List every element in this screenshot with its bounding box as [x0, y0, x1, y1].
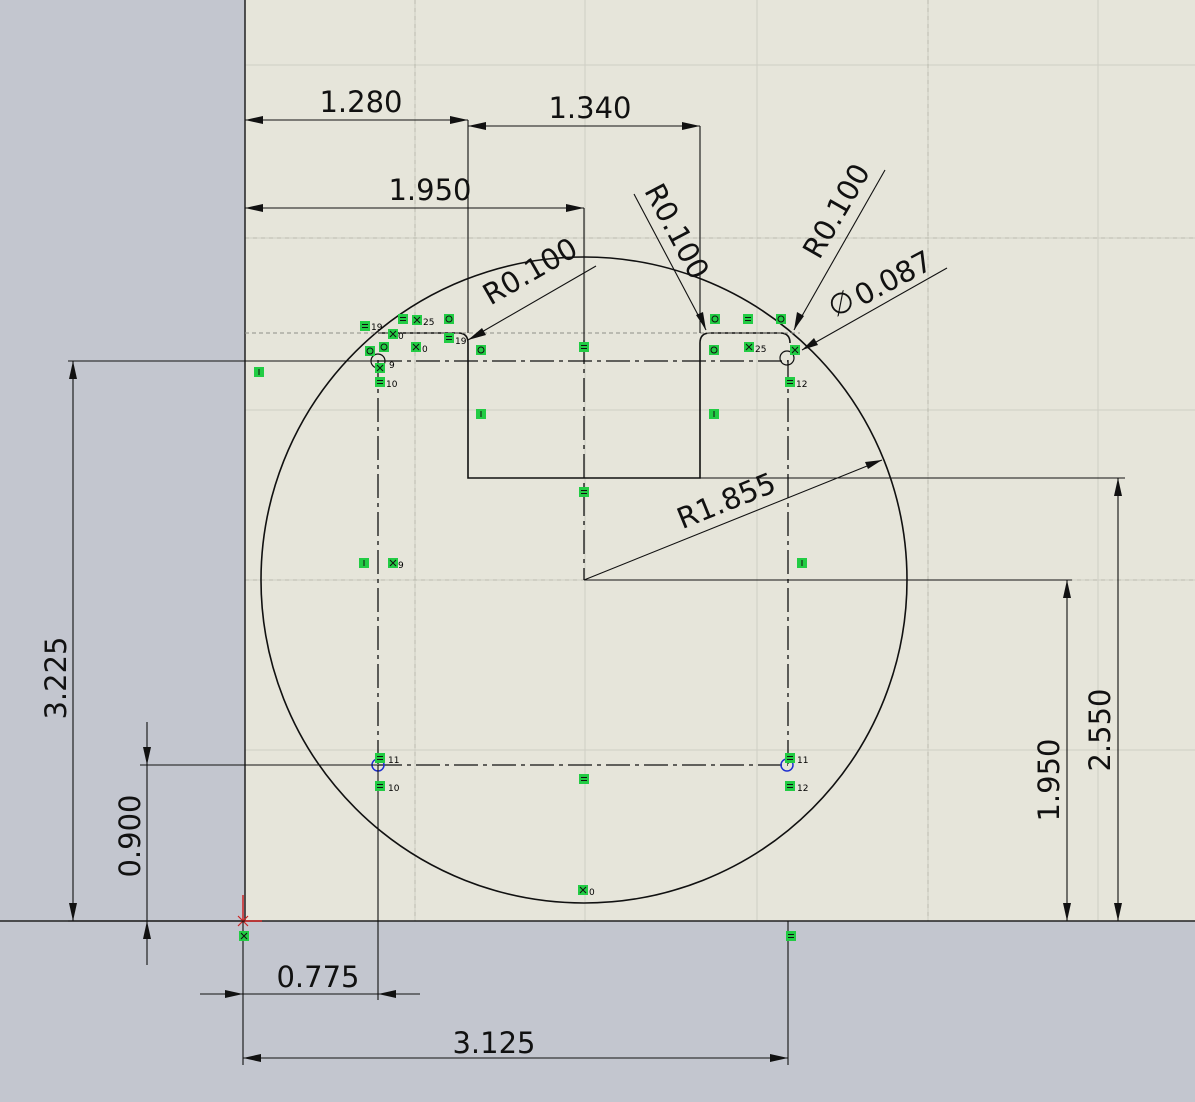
relation-glyph-icon — [400, 317, 406, 321]
relation-badge[interactable] — [360, 321, 370, 331]
relation-badge[interactable] — [785, 377, 795, 387]
dim-3125[interactable]: 3.125 — [452, 1026, 535, 1060]
relation-glyph-icon — [745, 343, 753, 351]
dimension-arrows — [69, 116, 1122, 1062]
relation-number: 0 — [398, 332, 404, 342]
relation-badge[interactable] — [398, 314, 408, 324]
relation-badge[interactable] — [375, 753, 385, 763]
small-hole-right[interactable] — [779, 350, 795, 366]
relation-glyph-icon — [389, 330, 397, 338]
relation-glyph-icon — [445, 315, 453, 323]
relation-number: 10 — [386, 380, 398, 390]
relation-number: 25 — [423, 318, 434, 328]
relation-badges — [239, 314, 807, 941]
relation-glyph-icon — [581, 345, 587, 349]
relation-number: 9 — [389, 361, 395, 371]
relation-glyph-icon — [791, 346, 799, 354]
relation-badge[interactable] — [375, 377, 385, 387]
relation-glyph-icon — [377, 756, 383, 760]
dim-0775[interactable]: 0.775 — [276, 960, 359, 994]
relation-badge[interactable] — [709, 345, 719, 355]
relation-number: 9 — [398, 561, 404, 571]
relation-number: 0 — [422, 345, 428, 355]
relation-glyph-icon — [380, 343, 388, 351]
relation-number: 25 — [755, 345, 766, 355]
relation-glyph-icon — [412, 343, 420, 351]
relation-badge[interactable] — [776, 314, 786, 324]
slot-profile[interactable] — [378, 332, 791, 479]
relation-glyph-icon — [389, 559, 397, 567]
relation-badge[interactable] — [710, 314, 720, 324]
relation-glyph-icon — [377, 380, 383, 384]
relation-number: 11 — [797, 756, 808, 766]
relation-glyph-icon — [788, 934, 794, 938]
relation-number: 12 — [797, 784, 808, 794]
relation-badge[interactable] — [375, 781, 385, 791]
dim-1950-right[interactable]: 1.950 — [1032, 738, 1066, 821]
relation-badge[interactable] — [444, 333, 454, 343]
relation-glyph-icon — [581, 490, 587, 494]
relation-number: 11 — [388, 756, 399, 766]
relation-glyph-icon — [376, 364, 384, 372]
relation-glyph-icon — [377, 784, 383, 788]
relation-badge[interactable] — [579, 487, 589, 497]
sketch-quadrant — [245, 0, 1195, 921]
relation-glyph-icon — [710, 346, 718, 354]
relation-glyph-icon — [711, 315, 719, 323]
dim-0900[interactable]: 0.900 — [113, 794, 147, 877]
relation-number: 19 — [455, 337, 467, 347]
relation-glyph-icon — [745, 317, 751, 321]
relation-glyph-icon — [240, 932, 248, 940]
relation-badge[interactable] — [476, 345, 486, 355]
relation-badge[interactable] — [365, 346, 375, 356]
relation-badge[interactable] — [743, 314, 753, 324]
relation-badge[interactable] — [786, 931, 796, 941]
relation-badge[interactable] — [785, 781, 795, 791]
relation-glyph-icon — [362, 324, 368, 328]
relation-glyph-icon — [787, 784, 793, 788]
relation-glyph-icon — [787, 380, 793, 384]
dim-1340[interactable]: 1.340 — [548, 91, 631, 125]
relation-glyph-icon — [777, 315, 785, 323]
relation-badge[interactable] — [579, 774, 589, 784]
relation-glyph-icon — [413, 316, 421, 324]
dim-3225[interactable]: 3.225 — [39, 636, 73, 719]
construction-lines — [377, 340, 789, 766]
relation-glyph-icon — [581, 777, 587, 781]
dim-1950-top[interactable]: 1.950 — [388, 173, 471, 207]
dim-2550[interactable]: 2.550 — [1083, 688, 1117, 771]
relation-glyph-icon — [477, 346, 485, 354]
relation-glyph-icon — [366, 347, 374, 355]
relation-glyph-icon — [579, 886, 587, 894]
relation-number: 19 — [371, 323, 383, 333]
relation-glyph-icon — [787, 756, 793, 760]
relation-number: 10 — [388, 784, 400, 794]
relation-badge[interactable] — [379, 342, 389, 352]
relation-number: 0 — [589, 888, 595, 898]
relation-badge[interactable] — [785, 753, 795, 763]
relation-number: 12 — [796, 380, 807, 390]
relation-badge[interactable] — [444, 314, 454, 324]
relation-badge[interactable] — [579, 342, 589, 352]
dim-1280[interactable]: 1.280 — [319, 85, 402, 119]
relation-glyph-icon — [446, 336, 452, 340]
